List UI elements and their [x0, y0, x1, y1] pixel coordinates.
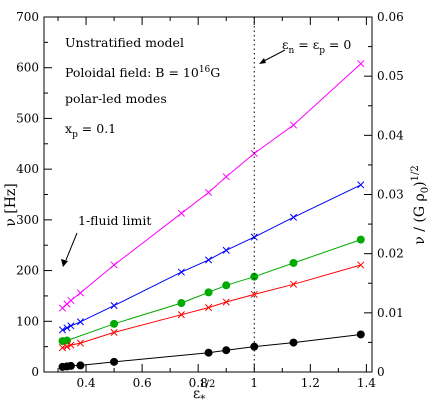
data-point: [289, 280, 298, 288]
data-point: [222, 246, 230, 254]
data-point: [289, 213, 298, 221]
data-point: [58, 344, 67, 352]
data-point: [205, 304, 213, 312]
data-point: [63, 343, 71, 351]
annotation-modes: polar-led modes: [65, 91, 167, 106]
data-point: [76, 289, 84, 297]
data-point: [357, 60, 365, 68]
data-point: [177, 311, 185, 319]
data-point: [110, 302, 118, 310]
data-point: [63, 324, 71, 332]
data-point: [67, 296, 75, 305]
data-point: [222, 173, 230, 181]
data-point: [222, 298, 230, 306]
x-tick-label: 1: [250, 376, 258, 390]
x-tick-label: 0.8: [189, 376, 208, 390]
data-point: [356, 330, 365, 339]
data-point: [357, 181, 365, 189]
y-tick-label-right: 0: [377, 365, 385, 379]
data-point: [177, 299, 186, 308]
data-point: [357, 261, 365, 269]
x-axis-title: ε*1/2: [193, 379, 215, 405]
vline-label-arrow: [261, 49, 286, 63]
y-tick-label: 200: [16, 264, 39, 278]
data-point: [66, 361, 75, 370]
x-tick-label: 1.4: [357, 376, 376, 390]
y-axis-title-right: ν / (G ρ0)1/2: [410, 165, 431, 244]
annotation-xp: xp = 0.1: [65, 121, 116, 140]
data-point: [110, 319, 119, 328]
y-tick-label-right: 0.01: [377, 306, 404, 320]
vline-label: εn = εp = 0: [282, 37, 351, 56]
data-point: [356, 235, 365, 244]
data-point: [76, 339, 84, 347]
data-point: [289, 121, 298, 129]
x-tick-label: 1.2: [301, 376, 320, 390]
y-tick-label: 500: [16, 111, 39, 125]
series-markers: [58, 60, 365, 371]
y-tick-label-right: 0.05: [377, 69, 404, 83]
plot-frame: [43, 16, 373, 373]
data-point: [250, 233, 258, 241]
y-tick-label: 100: [16, 314, 39, 328]
y-tick-label-right: 0.02: [377, 247, 404, 261]
y-tick-label-right: 0.06: [377, 10, 404, 24]
data-point: [177, 268, 185, 276]
data-point: [222, 281, 231, 290]
x-tick-label: 0.4: [77, 376, 96, 390]
data-point: [177, 209, 185, 217]
annotation-fluid-limit: 1-fluid limit: [78, 213, 151, 228]
data-point: [76, 318, 84, 326]
series-line-4: [62, 264, 361, 349]
vline-label-arrowhead: [259, 58, 266, 64]
x-tick-label: 0.6: [133, 376, 152, 390]
y-axis-title: ν [Hz]: [3, 183, 19, 226]
y-tick-label: 400: [16, 162, 39, 176]
y-tick-label: 0: [31, 365, 39, 379]
y-tick-label-right: 0.03: [377, 188, 404, 202]
annotation-field: Poloidal field: B = 1016G: [65, 65, 220, 80]
data-point: [204, 288, 213, 297]
data-point: [110, 261, 118, 269]
data-point: [110, 328, 118, 336]
data-point: [250, 290, 258, 298]
data-point: [222, 346, 231, 355]
data-point: [205, 188, 213, 197]
data-point: [58, 326, 67, 334]
y-tick-label: 300: [16, 213, 39, 227]
data-point: [289, 338, 298, 347]
fluid-limit-arrowhead: [61, 259, 68, 267]
annotation-model: Unstratified model: [65, 35, 184, 50]
y-tick-label: 700: [16, 10, 39, 24]
data-point: [67, 341, 75, 349]
data-point: [289, 258, 298, 267]
data-point: [205, 256, 213, 264]
y-tick-label: 600: [16, 61, 39, 75]
axis-ticks: 0.4 0.6 0.8 1 1.2 1.4010020030040050060070000…: [16, 10, 404, 390]
y-tick-label-right: 0.04: [377, 128, 404, 142]
data-point: [76, 361, 85, 370]
data-point: [250, 272, 259, 281]
fluid-limit-arrow: [65, 232, 78, 261]
data-point: [204, 348, 213, 357]
data-point: [110, 357, 119, 366]
data-point: [67, 322, 75, 330]
